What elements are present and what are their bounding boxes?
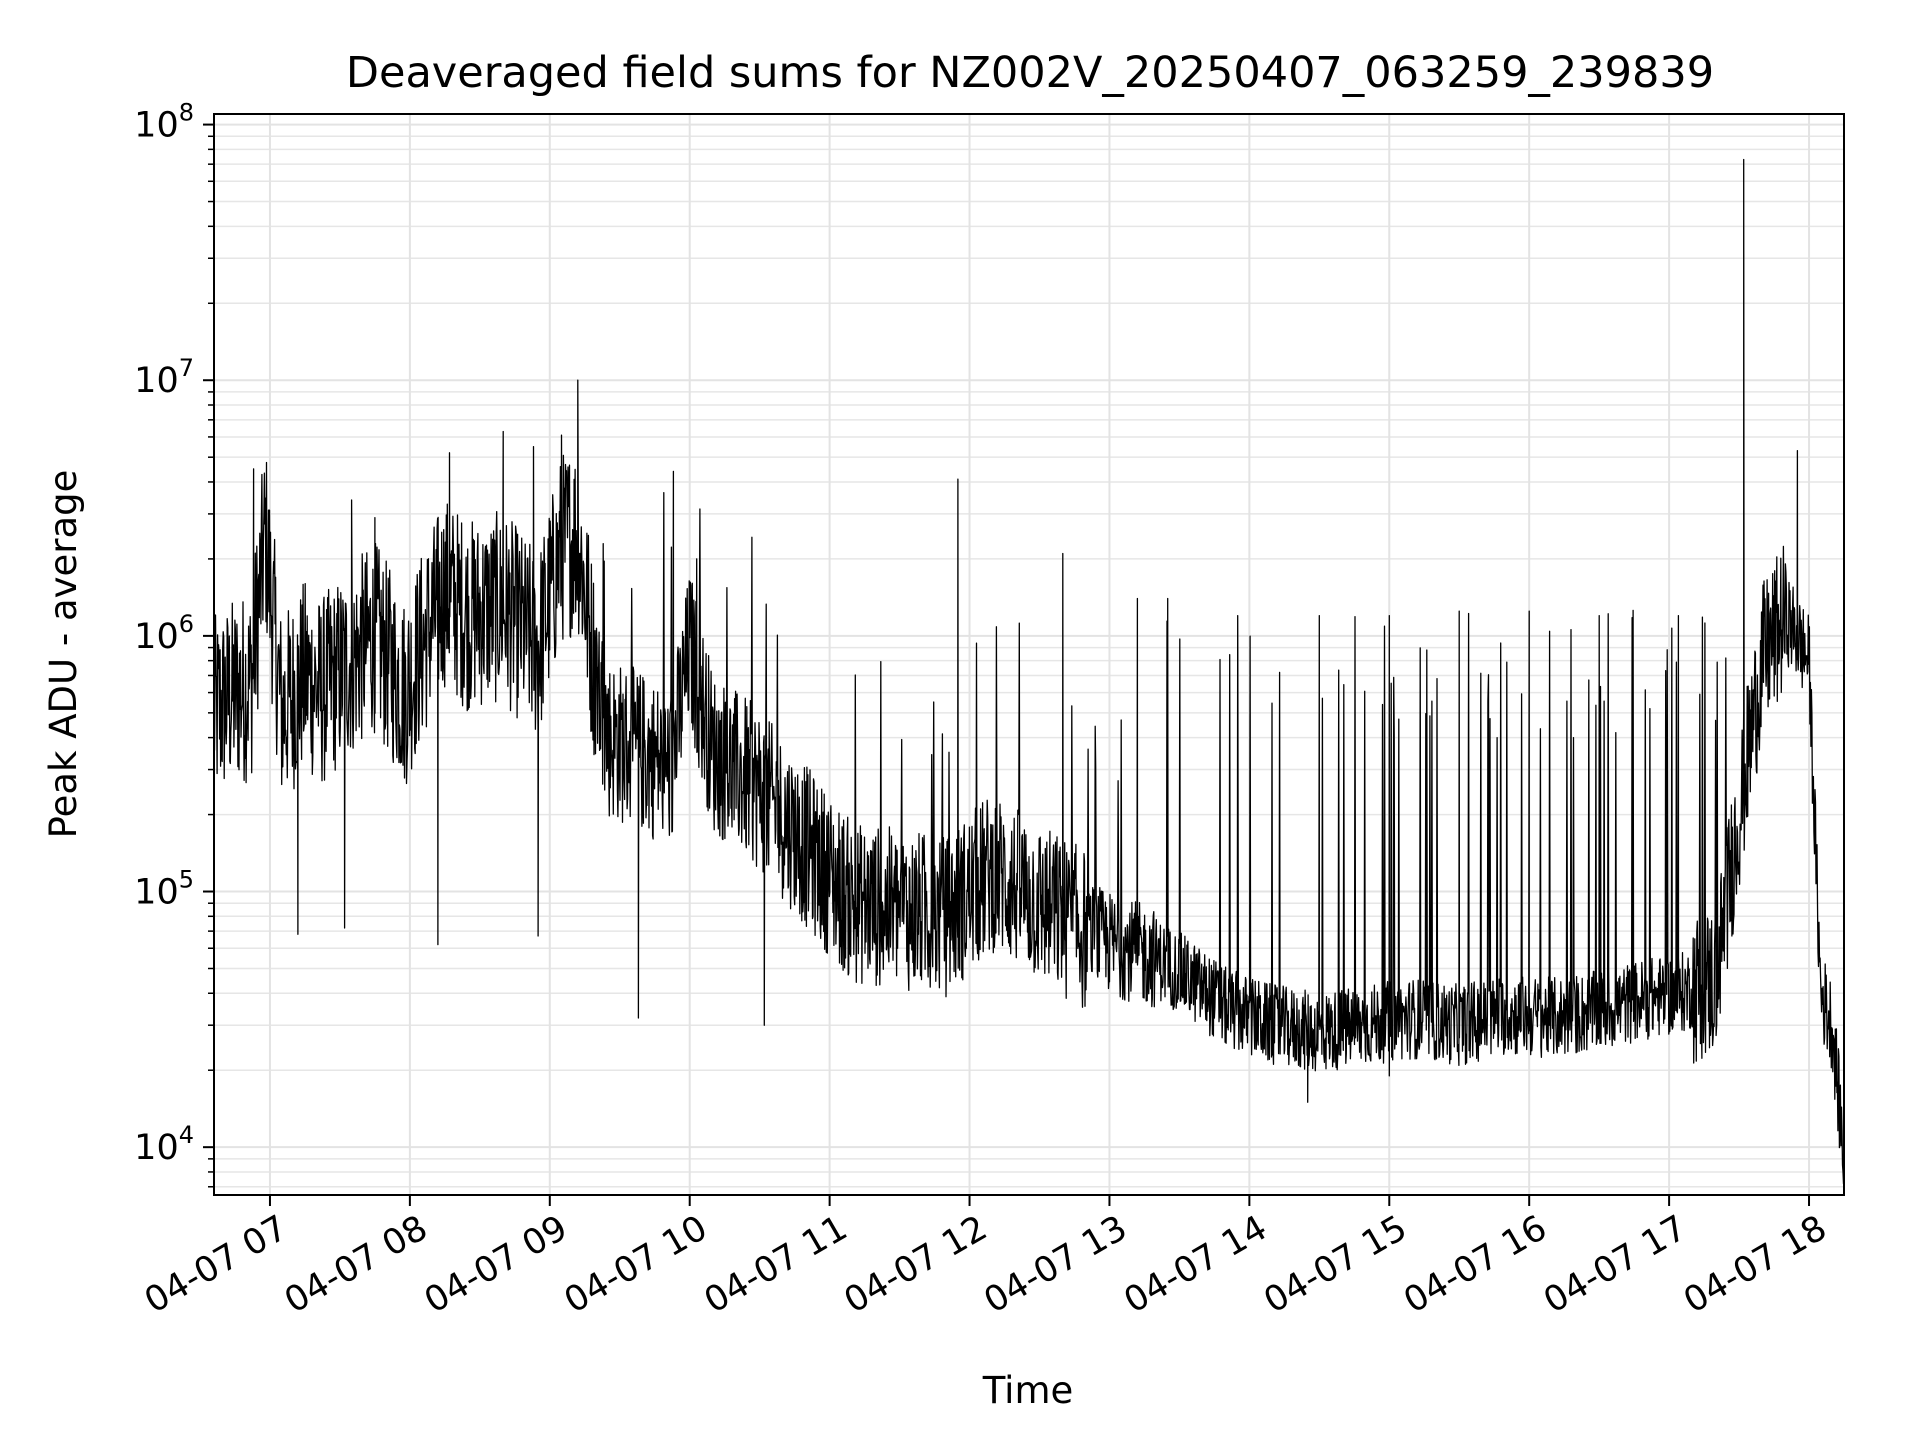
x-tick-label: 04-07 15 [1257, 1208, 1413, 1321]
x-tick-label: 04-07 08 [278, 1208, 434, 1321]
x-tick-label: 04-07 10 [558, 1208, 714, 1321]
y-tick-label: 104 [134, 1121, 194, 1168]
series-line [214, 158, 1844, 1185]
x-tick-label: 04-07 17 [1537, 1208, 1693, 1321]
plot-frame [213, 113, 1845, 1196]
x-tick-label: 04-07 18 [1677, 1208, 1833, 1321]
x-tick-label: 04-07 13 [978, 1208, 1134, 1321]
y-tick-label: 106 [134, 610, 194, 657]
y-axis: 104 105 106 107 108 [134, 99, 214, 1188]
y-tick-label: 107 [134, 354, 194, 401]
series-group [214, 158, 1844, 1185]
grid [214, 114, 1844, 1195]
y-axis-label: Peak ADU - average [42, 470, 85, 839]
x-tick-label: 04-07 11 [698, 1208, 854, 1321]
x-tick-label: 04-07 07 [138, 1208, 294, 1321]
x-axis-label: Time [982, 1369, 1074, 1412]
plot-area [214, 158, 1844, 1185]
y-tick-label: 108 [134, 99, 194, 146]
x-tick-label: 04-07 16 [1397, 1208, 1553, 1321]
y-tick-label: 105 [134, 866, 194, 913]
x-tick-label: 04-07 12 [838, 1208, 994, 1321]
chart-title: Deaveraged field sums for NZ002V_2025040… [346, 48, 1714, 98]
x-tick-label: 04-07 09 [418, 1208, 574, 1321]
x-tick-label: 04-07 14 [1118, 1208, 1274, 1321]
